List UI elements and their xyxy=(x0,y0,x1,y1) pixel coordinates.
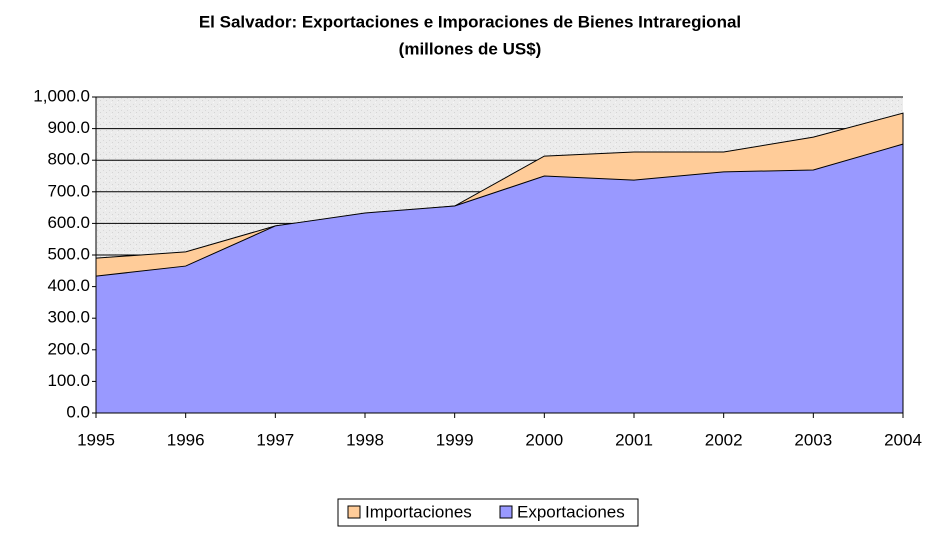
y-tick-label: 600.0 xyxy=(47,213,90,232)
x-tick-label: 2004 xyxy=(884,430,922,449)
x-tick-label: 2002 xyxy=(705,430,743,449)
legend-label: Exportaciones xyxy=(517,502,625,521)
y-tick-label: 500.0 xyxy=(47,244,90,263)
x-tick-label: 2003 xyxy=(794,430,832,449)
y-tick-label: 800.0 xyxy=(47,150,90,169)
y-tick-label: 100.0 xyxy=(47,371,90,390)
y-tick-label: 0.0 xyxy=(66,402,90,421)
x-tick-label: 1998 xyxy=(346,430,384,449)
legend-label: Importaciones xyxy=(365,502,472,521)
chart-title: El Salvador: Exportaciones e Imporacione… xyxy=(199,12,741,31)
x-tick-label: 1995 xyxy=(77,430,115,449)
legend-swatch xyxy=(499,505,513,519)
x-tick-label: 1996 xyxy=(167,430,205,449)
x-tick-label: 2001 xyxy=(615,430,653,449)
x-tick-label: 2000 xyxy=(525,430,563,449)
x-tick-label: 1999 xyxy=(436,430,474,449)
y-tick-label: 900.0 xyxy=(47,118,90,137)
y-tick-label: 400.0 xyxy=(47,276,90,295)
legend-swatch xyxy=(347,505,361,519)
y-tick-label: 700.0 xyxy=(47,181,90,200)
legend xyxy=(337,498,639,527)
y-tick-label: 300.0 xyxy=(47,308,90,327)
y-tick-label: 1,000.0 xyxy=(33,86,90,105)
chart-subtitle: (millones de US$) xyxy=(399,39,542,58)
y-tick-label: 200.0 xyxy=(47,339,90,358)
x-tick-label: 1997 xyxy=(256,430,294,449)
